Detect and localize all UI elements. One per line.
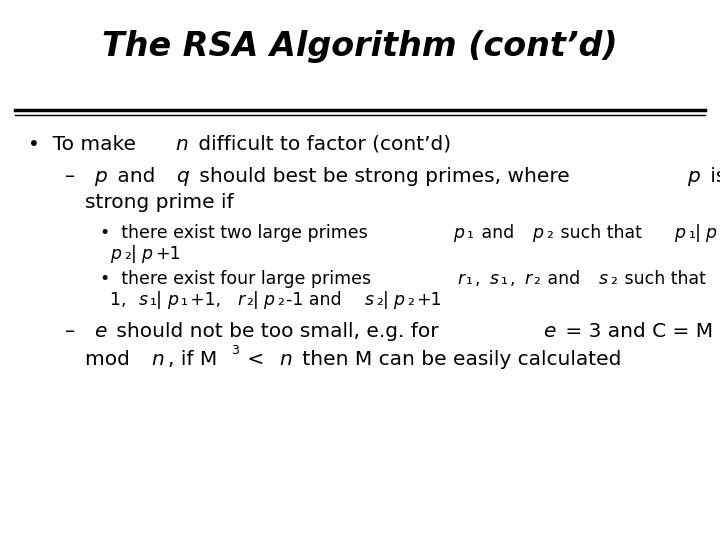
- Text: ₂|: ₂|: [124, 245, 137, 263]
- Text: r: r: [457, 270, 464, 288]
- Text: p: p: [532, 224, 544, 242]
- Text: p: p: [393, 291, 404, 309]
- Text: p: p: [688, 167, 700, 186]
- Text: difficult to factor (cont’d): difficult to factor (cont’d): [192, 135, 451, 154]
- Text: , if M: , if M: [168, 350, 217, 369]
- Text: and: and: [542, 270, 586, 288]
- Text: n: n: [176, 135, 189, 154]
- Text: n: n: [151, 350, 164, 369]
- Text: p: p: [706, 224, 716, 242]
- Text: The RSA Algorithm (cont’d): The RSA Algorithm (cont’d): [102, 30, 618, 63]
- Text: such that: such that: [619, 270, 711, 288]
- Text: ₂: ₂: [534, 270, 540, 288]
- Text: +1,: +1,: [190, 291, 227, 309]
- Text: 3: 3: [231, 344, 239, 357]
- Text: ₂: ₂: [277, 291, 284, 309]
- Text: ₂: ₂: [611, 270, 617, 288]
- Text: p: p: [453, 224, 464, 242]
- Text: ₁: ₁: [466, 270, 473, 288]
- Text: •  there exist two large primes: • there exist two large primes: [100, 224, 373, 242]
- Text: mod: mod: [85, 350, 136, 369]
- Text: s: s: [138, 291, 148, 309]
- Text: such that: such that: [555, 224, 648, 242]
- Text: is a: is a: [703, 167, 720, 186]
- Text: p: p: [141, 245, 152, 263]
- Text: r: r: [524, 270, 531, 288]
- Text: = 3 and C = M: = 3 and C = M: [559, 322, 713, 341]
- Text: n: n: [279, 350, 292, 369]
- Text: •  To make: • To make: [28, 135, 143, 154]
- Text: ,: ,: [475, 270, 486, 288]
- Text: and: and: [476, 224, 520, 242]
- Text: ,: ,: [510, 270, 521, 288]
- Text: s: s: [365, 291, 374, 309]
- Text: p: p: [110, 245, 121, 263]
- Text: 1,: 1,: [110, 291, 132, 309]
- Text: r: r: [238, 291, 244, 309]
- Text: ₂|: ₂|: [246, 291, 259, 309]
- Text: p: p: [167, 291, 178, 309]
- Text: then M can be easily calculated: then M can be easily calculated: [296, 350, 621, 369]
- Text: should best be strong primes, where: should best be strong primes, where: [193, 167, 576, 186]
- Text: –: –: [65, 167, 88, 186]
- Text: strong prime if: strong prime if: [85, 193, 233, 212]
- Text: p: p: [94, 167, 107, 186]
- Text: ₁|: ₁|: [689, 224, 702, 242]
- Text: ₂|: ₂|: [377, 291, 390, 309]
- Text: ₁: ₁: [181, 291, 188, 309]
- Text: p: p: [263, 291, 274, 309]
- Text: ₂: ₂: [546, 224, 554, 242]
- Text: p: p: [675, 224, 685, 242]
- Text: q: q: [176, 167, 189, 186]
- Text: +1: +1: [416, 291, 442, 309]
- Text: should not be too small, e.g. for: should not be too small, e.g. for: [110, 322, 446, 341]
- Text: e: e: [94, 322, 107, 341]
- Text: ₁: ₁: [501, 270, 508, 288]
- Text: •  there exist four large primes: • there exist four large primes: [100, 270, 377, 288]
- Text: –: –: [65, 322, 88, 341]
- Text: +1: +1: [155, 245, 181, 263]
- Text: -1 and: -1 and: [286, 291, 347, 309]
- Text: ₁: ₁: [467, 224, 474, 242]
- Text: s: s: [599, 270, 608, 288]
- Text: <: <: [241, 350, 271, 369]
- Text: ₁|: ₁|: [150, 291, 163, 309]
- Text: s: s: [490, 270, 498, 288]
- Text: ₂: ₂: [408, 291, 414, 309]
- Text: e: e: [543, 322, 555, 341]
- Text: and: and: [111, 167, 162, 186]
